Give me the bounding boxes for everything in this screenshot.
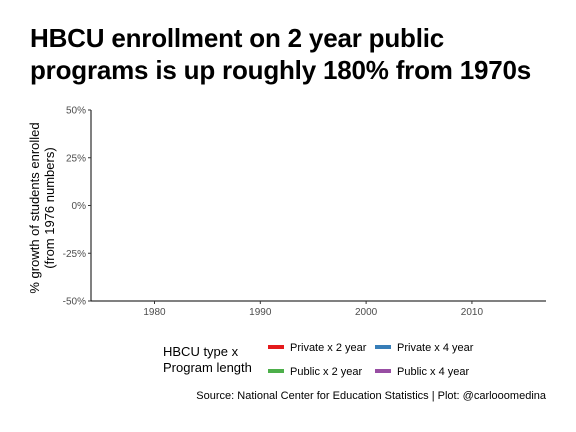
y-tick-label: -25% xyxy=(63,249,86,260)
legend-item-public-2-year: Public x 2 year xyxy=(268,366,362,378)
legend-label-private-4-year: Private x 4 year xyxy=(397,342,474,354)
y-tick-label: 25% xyxy=(66,153,86,164)
legend-label-public-2-year: Public x 2 year xyxy=(290,366,363,378)
y-tick-label: 0% xyxy=(72,201,87,212)
legend-item-private-2-year: Private x 2 year xyxy=(268,342,366,354)
legend-title: HBCU type x Program length xyxy=(163,344,252,376)
source-caption: Source: National Center for Education St… xyxy=(196,390,546,402)
legend-key-public-2-year xyxy=(268,369,284,374)
chart-title: HBCU enrollment on 2 year public program… xyxy=(30,22,560,86)
y-tick-label: 50% xyxy=(66,106,86,117)
chart-title-line-1: HBCU enrollment on 2 year public xyxy=(30,23,445,53)
legend-key-private-4-year xyxy=(375,345,391,350)
x-tick-label: 2010 xyxy=(461,307,484,318)
legend-label-public-4-year: Public x 4 year xyxy=(397,366,470,378)
x-tick-label: 1990 xyxy=(249,307,272,318)
x-tick-label: 1980 xyxy=(143,307,166,318)
chart-title-line-2: programs is up roughly 180% from 1970s xyxy=(30,55,532,85)
legend-key-private-2-year xyxy=(268,345,284,350)
legend-item-private-4-year: Private x 4 year xyxy=(375,342,473,354)
legend-title-line-2: Program length xyxy=(163,360,252,375)
x-tick-label: 2000 xyxy=(355,307,378,318)
legend-label-private-2-year: Private x 2 year xyxy=(290,342,367,354)
legend-item-public-4-year: Public x 4 year xyxy=(375,366,469,378)
y-tick-label: -50% xyxy=(63,297,86,308)
legend: HBCU type x Program length Private x 2 y… xyxy=(163,338,523,380)
legend-key-public-4-year xyxy=(375,369,391,374)
legend-title-line-1: HBCU type x xyxy=(163,344,239,359)
